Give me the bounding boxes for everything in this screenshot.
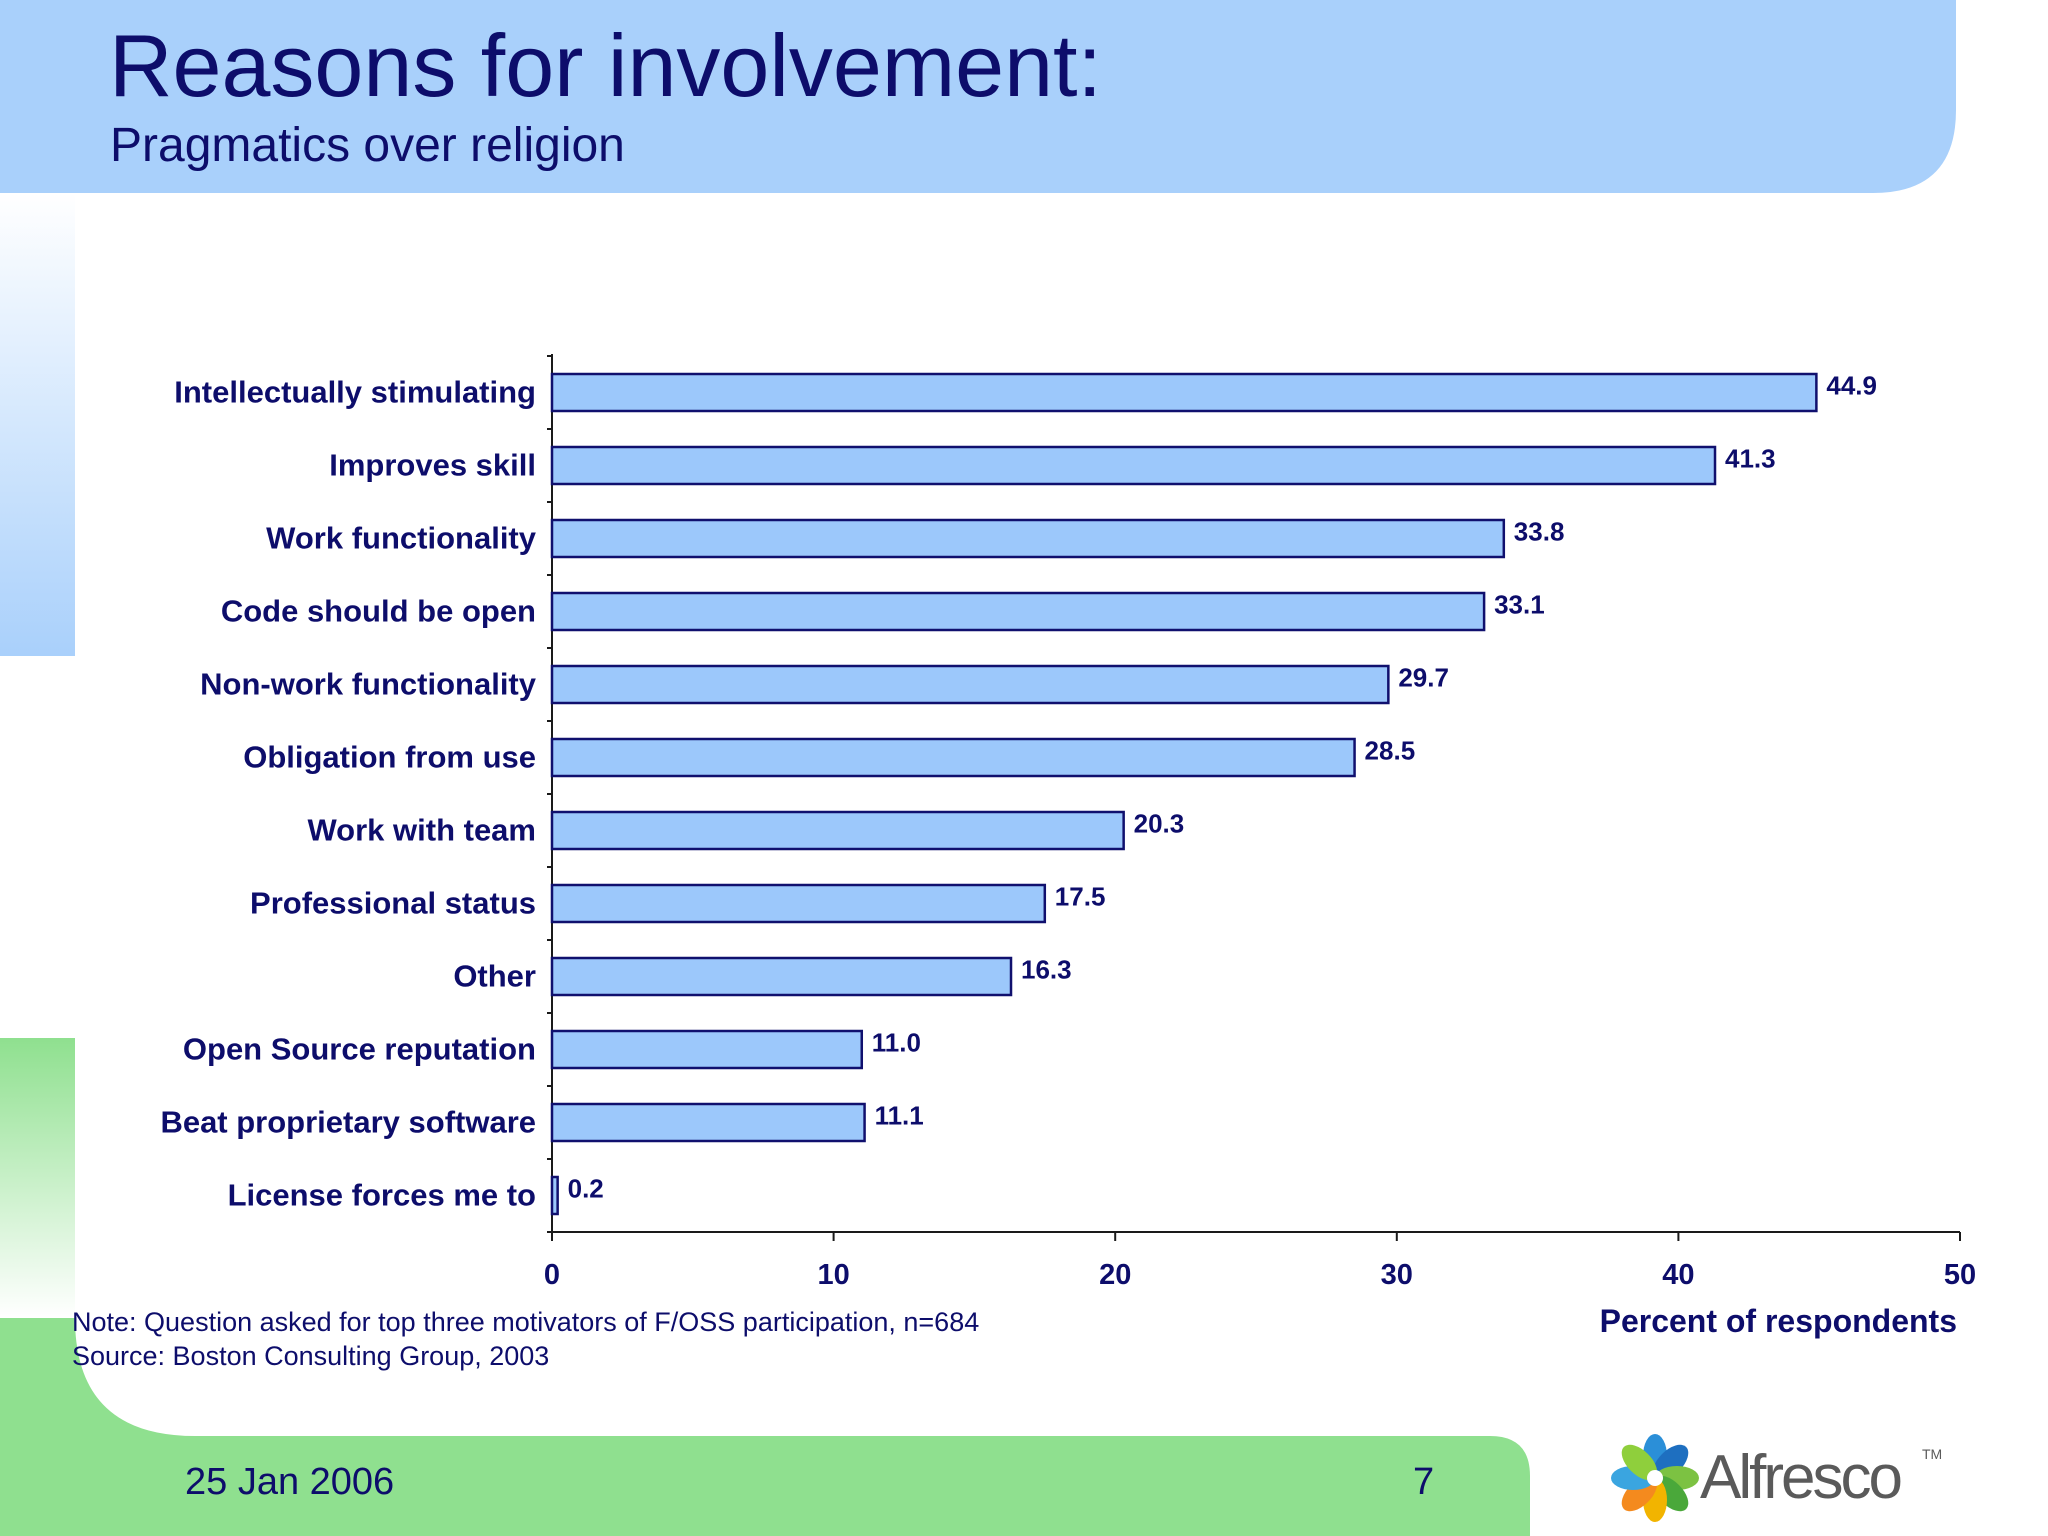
left-blue-strip (0, 193, 75, 656)
category-label: Non-work functionality (200, 667, 537, 702)
x-tick-label: 50 (1944, 1259, 1976, 1291)
bar (550, 737, 1356, 778)
bar (550, 810, 1125, 851)
x-tick-label: 10 (817, 1259, 849, 1291)
x-tick-label: 20 (1099, 1259, 1131, 1291)
data-label: 0.2 (568, 1174, 604, 1204)
category-label: Intellectually stimulating (174, 375, 536, 410)
bar (550, 1175, 559, 1216)
category-label: Professional status (250, 886, 536, 921)
category-label: Other (453, 959, 536, 994)
category-label: Work with team (307, 813, 536, 848)
data-label: 28.5 (1365, 736, 1416, 766)
alfresco-logo: Alfresco TM (1610, 1428, 1945, 1524)
page-number: 7 (1413, 1461, 1435, 1503)
category-label: Work functionality (266, 521, 537, 556)
bar (550, 372, 1818, 413)
source-line: Source: Boston Consulting Group, 2003 (72, 1341, 550, 1371)
data-label: 29.7 (1398, 663, 1449, 693)
data-label: 33.8 (1514, 517, 1565, 547)
category-label: Code should be open (221, 594, 536, 629)
flower-icon (1611, 1434, 1699, 1522)
data-label: 17.5 (1055, 882, 1106, 912)
bar (550, 956, 1013, 997)
bar (550, 883, 1047, 924)
category-label: License forces me to (228, 1178, 536, 1213)
content-panel-corner (75, 193, 200, 300)
data-label: 44.9 (1826, 371, 1877, 401)
category-label: Improves skill (329, 448, 536, 483)
x-tick-label: 40 (1662, 1259, 1694, 1291)
bar (550, 664, 1390, 705)
x-axis-title: Percent of respondents (1600, 1303, 1957, 1339)
slide-subtitle: Pragmatics over religion (110, 119, 625, 172)
data-label: 33.1 (1494, 590, 1545, 620)
bar (550, 591, 1486, 632)
category-label: Beat proprietary software (160, 1105, 536, 1140)
logo-trademark: TM (1922, 1446, 1943, 1462)
logo-wordmark: Alfresco (1700, 1443, 1903, 1512)
data-label: 16.3 (1021, 955, 1072, 985)
x-tick-label: 30 (1381, 1259, 1413, 1291)
data-label: 11.1 (875, 1101, 924, 1131)
slide-title: Reasons for involvement: (109, 16, 1102, 115)
note-line: Note: Question asked for top three motiv… (72, 1307, 980, 1337)
header-band (0, 0, 1956, 193)
bar (550, 1102, 866, 1143)
data-label: 41.3 (1725, 444, 1776, 474)
chart-note: Note: Question asked for top three motiv… (72, 1305, 979, 1373)
bar (550, 518, 1506, 559)
left-green-strip (0, 1038, 75, 1318)
footer-date: 25 Jan 2006 (185, 1461, 395, 1503)
category-label: Open Source reputation (183, 1032, 536, 1067)
data-label: 11.0 (872, 1028, 921, 1058)
x-tick-label: 0 (544, 1259, 560, 1291)
bar (550, 445, 1717, 486)
category-label: Obligation from use (243, 740, 536, 775)
data-label: 20.3 (1134, 809, 1185, 839)
footer-band (0, 1318, 1530, 1536)
bar (550, 1029, 864, 1070)
